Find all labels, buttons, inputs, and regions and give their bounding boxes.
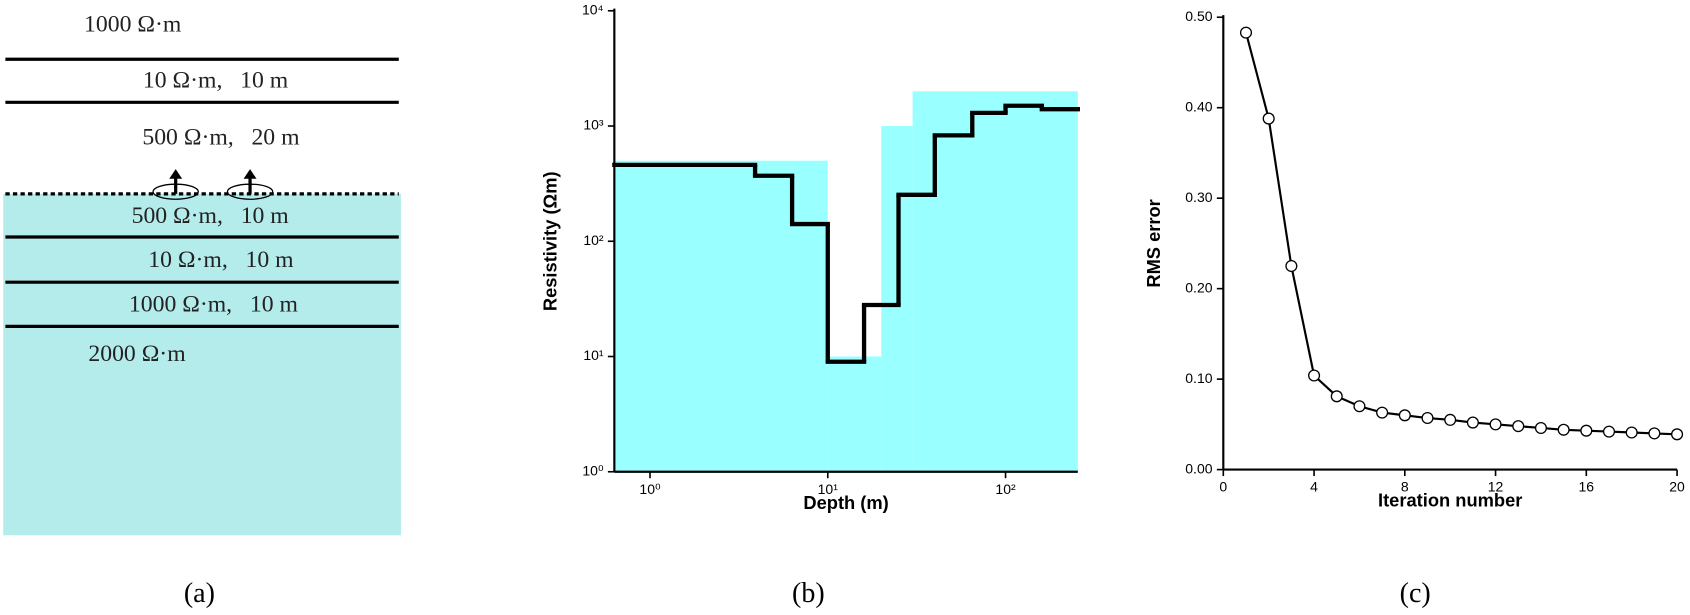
sensor: [226, 169, 274, 200]
point: [1534, 421, 1547, 435]
layer-label: 10 Ω·m, 10 m: [148, 247, 294, 273]
point: [1512, 420, 1525, 433]
point: [1580, 424, 1593, 437]
point: [1285, 260, 1298, 273]
point: [1421, 411, 1434, 425]
layer-label: 500 Ω·m, 10 m: [132, 203, 290, 229]
layer-label: 2000 Ω·m: [88, 341, 186, 367]
point: [1376, 406, 1389, 419]
y-tick-label: 10⁰: [582, 462, 604, 478]
point: [1239, 26, 1253, 39]
x-tick-label: 4: [1310, 479, 1318, 495]
layer-label: 1000 Ω·m: [84, 11, 182, 37]
y-axis-label: Resistivity (Ωm): [540, 171, 561, 311]
x-axis-label: Depth (m): [803, 492, 888, 513]
point: [1444, 413, 1457, 426]
y-tick-label: 0.10: [1185, 370, 1212, 386]
point: [1625, 426, 1638, 439]
x-tick-label: 0: [1219, 479, 1227, 495]
sensor: [152, 169, 199, 200]
y-tick-label: 10⁴: [582, 1, 604, 17]
x-tick-label: 20: [1669, 479, 1685, 495]
x-tick-label: 10¹: [818, 481, 839, 497]
layer-label: 500 Ω·m, 20 m: [142, 124, 300, 150]
caption: (a): [184, 578, 215, 609]
x-axis-label: Iteration number: [1378, 490, 1522, 511]
true-model-step: [912, 91, 1078, 472]
x-tick-label: 8: [1401, 479, 1409, 495]
y-tick-label: 10¹: [583, 347, 604, 363]
caption: (c): [1400, 578, 1431, 609]
x-tick-label: 16: [1579, 479, 1595, 495]
point: [1489, 418, 1502, 431]
caption: (b): [792, 578, 825, 609]
y-tick-label: 10³: [583, 117, 604, 133]
point: [1671, 428, 1684, 441]
true-model-step: [827, 356, 882, 472]
layer-label: 10 Ω·m, 10 m: [143, 67, 289, 93]
y-tick-label: 0.00: [1185, 460, 1212, 476]
x-tick-label: 10²: [995, 481, 1016, 497]
layer-fill: [3, 193, 401, 536]
point: [1466, 416, 1479, 429]
true-model-step: [614, 160, 828, 472]
point: [1602, 425, 1616, 438]
point: [1398, 409, 1411, 422]
y-tick-label: 0.40: [1185, 98, 1212, 114]
point: [1262, 112, 1275, 125]
y-tick-label: 0.30: [1185, 189, 1212, 205]
y-tick-label: 10²: [583, 232, 604, 248]
point: [1557, 423, 1570, 436]
panel-a: 1000 Ω·m 10 Ω·m, 10 m 500 Ω·m, 20 m 500 …: [3, 11, 401, 536]
point: [1648, 427, 1661, 440]
x-tick-label: 10⁰: [639, 481, 661, 497]
x-tick-label: 12: [1488, 479, 1504, 495]
point: [1353, 400, 1366, 413]
y-axis-label: RMS error: [1143, 199, 1164, 287]
y-tick-label: 0.50: [1185, 8, 1212, 24]
y-tick-label: 0.20: [1185, 279, 1212, 295]
layer-label: 1000 Ω·m, 10 m: [129, 291, 299, 317]
point: [1330, 390, 1343, 403]
point: [1308, 369, 1321, 382]
